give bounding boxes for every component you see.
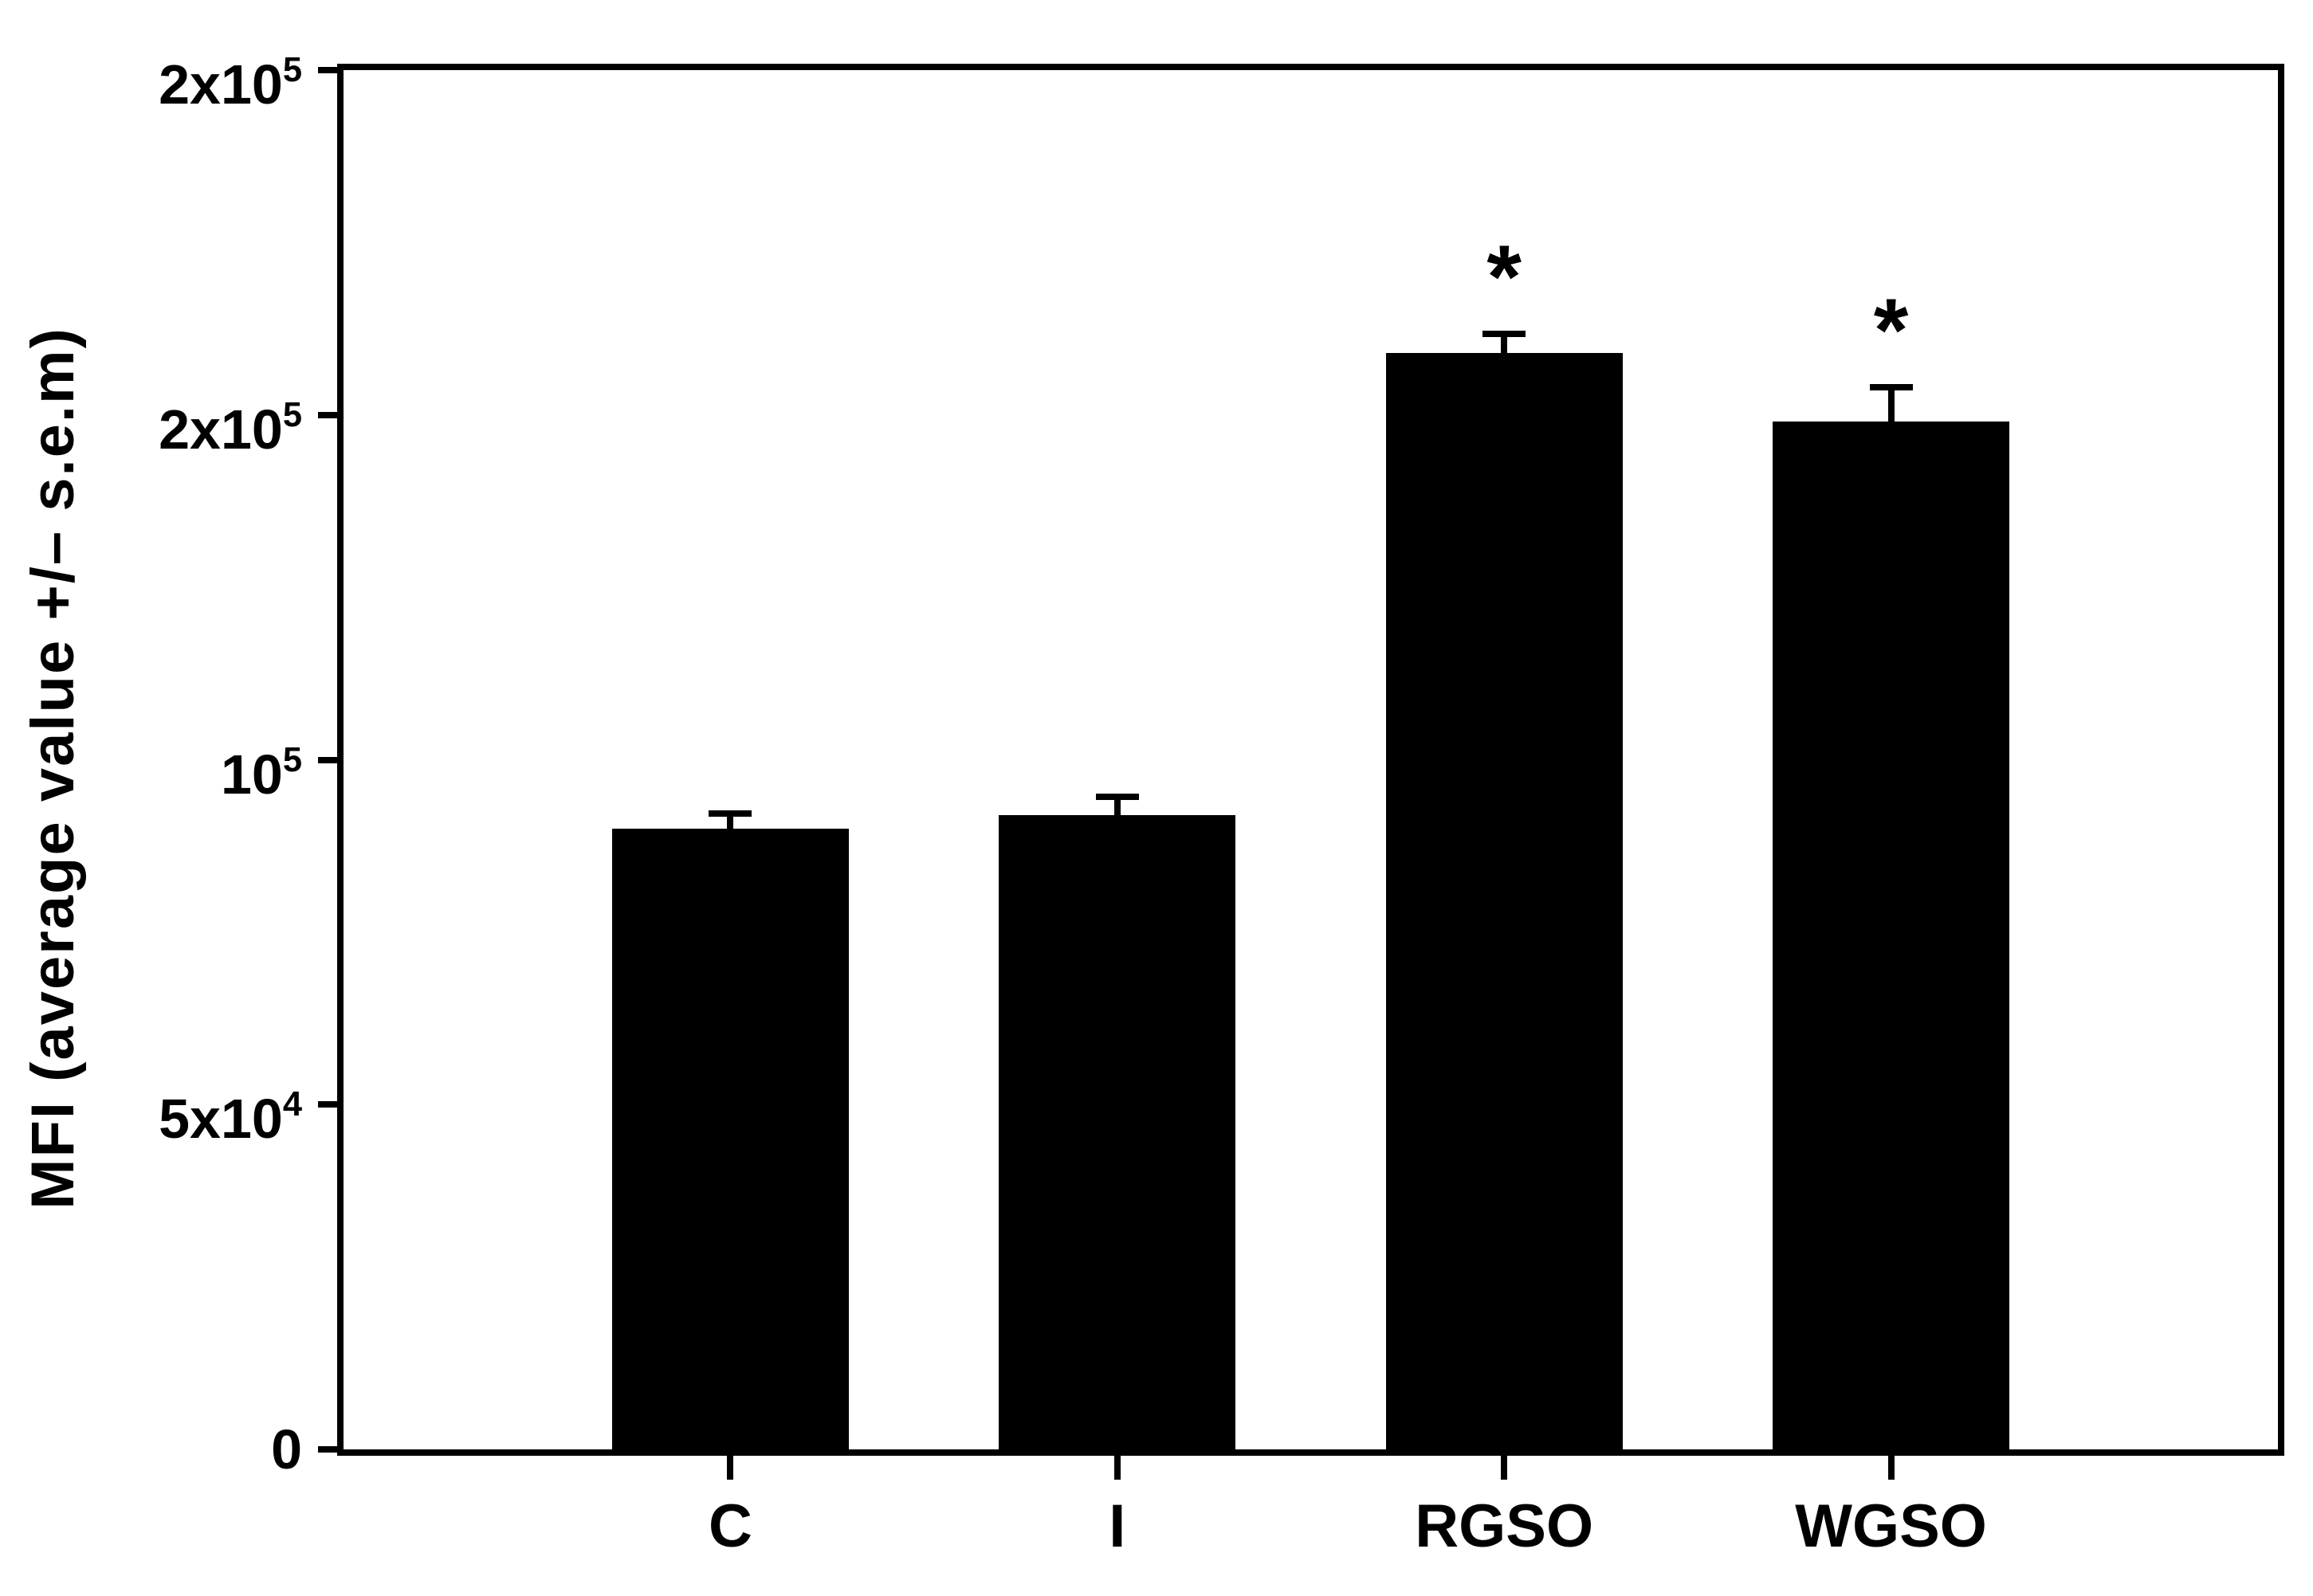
y-tick-exponent: 5	[282, 395, 302, 434]
y-tick-base: 5x10	[159, 1088, 283, 1151]
bar-wgso	[1773, 422, 2010, 1449]
y-axis-tick	[318, 756, 337, 763]
significance-asterisk: *	[1873, 280, 1909, 381]
error-bar-whisker	[1887, 387, 1895, 422]
x-category-label-wgso: WGSO	[1795, 1492, 1987, 1560]
bar-rgso	[1385, 352, 1623, 1449]
y-tick-exponent: 4	[282, 1085, 302, 1124]
error-bar-cap	[709, 810, 752, 818]
bar-i	[999, 814, 1236, 1449]
y-axis-tick-label: 2x105	[31, 378, 302, 461]
error-bar-whisker	[1501, 333, 1508, 353]
y-axis-tick	[318, 1101, 337, 1108]
error-bar-cap	[1869, 384, 1913, 391]
y-tick-base: 10	[220, 743, 283, 806]
plot-area: 0 5x104 105 2x105 2x105 * *	[159, 51, 2284, 1480]
error-bar-cap	[1482, 330, 1526, 337]
y-axis-tick-label: 105	[31, 723, 302, 806]
y-axis-tick-label: 0	[31, 1413, 302, 1486]
error-bar-cap	[1095, 794, 1139, 801]
x-axis-tick	[1113, 1456, 1121, 1480]
x-category-label-rgso: RGSO	[1415, 1492, 1594, 1560]
x-axis-tick	[1501, 1456, 1508, 1480]
bar-c	[611, 829, 849, 1449]
y-axis-tick-label: 2x105	[31, 33, 302, 116]
y-axis-tick-label: 5x104	[31, 1068, 302, 1150]
x-category-label-c: C	[708, 1492, 752, 1560]
significance-asterisk: *	[1486, 226, 1522, 327]
y-tick-base: 2x10	[159, 53, 283, 116]
x-axis-tick	[1887, 1456, 1895, 1480]
error-bar-whisker	[727, 814, 734, 829]
y-axis-tick	[318, 411, 337, 418]
y-tick-exponent: 5	[282, 740, 302, 779]
y-tick-exponent: 5	[282, 51, 302, 89]
error-bar-whisker	[1113, 797, 1121, 815]
y-tick-base: 0	[271, 1418, 302, 1480]
y-tick-base: 2x10	[159, 398, 283, 461]
x-category-label-i: I	[1109, 1492, 1126, 1560]
x-axis-tick	[727, 1456, 734, 1480]
y-axis-tick	[318, 1446, 337, 1453]
y-axis-tick	[318, 67, 337, 73]
